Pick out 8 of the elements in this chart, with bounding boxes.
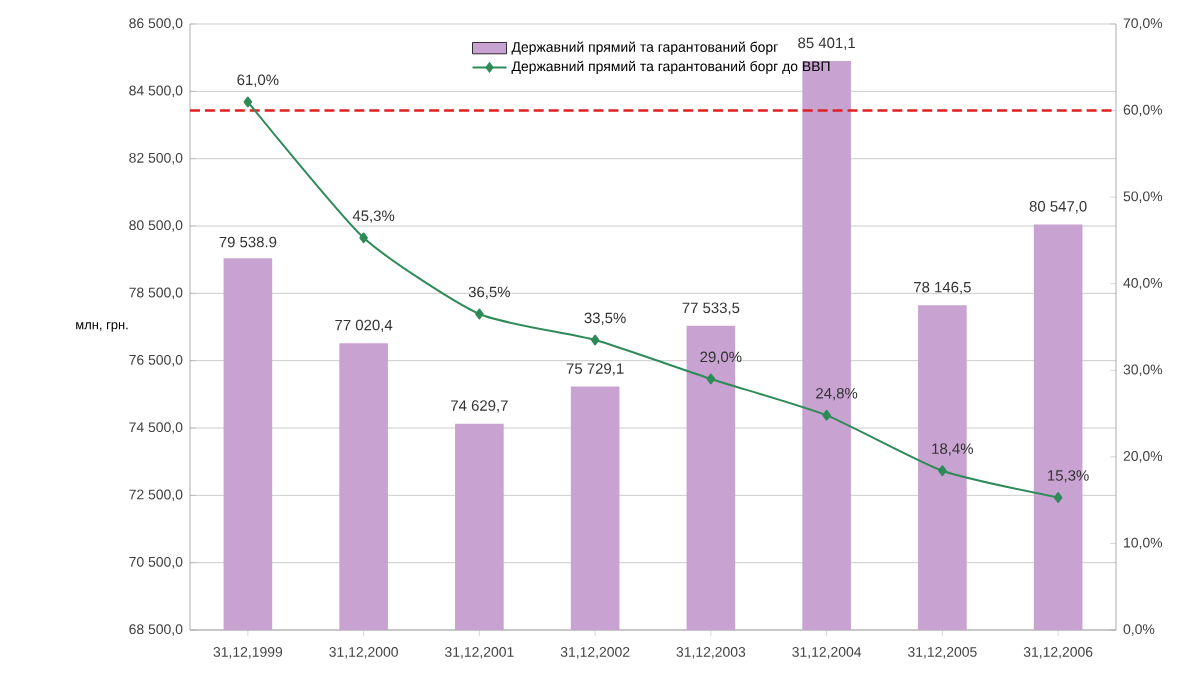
point xyxy=(706,373,716,385)
point xyxy=(243,96,253,108)
point xyxy=(938,465,947,477)
point xyxy=(590,334,600,346)
point xyxy=(822,409,831,421)
point xyxy=(475,308,484,320)
point xyxy=(1053,492,1063,503)
point xyxy=(359,232,368,244)
